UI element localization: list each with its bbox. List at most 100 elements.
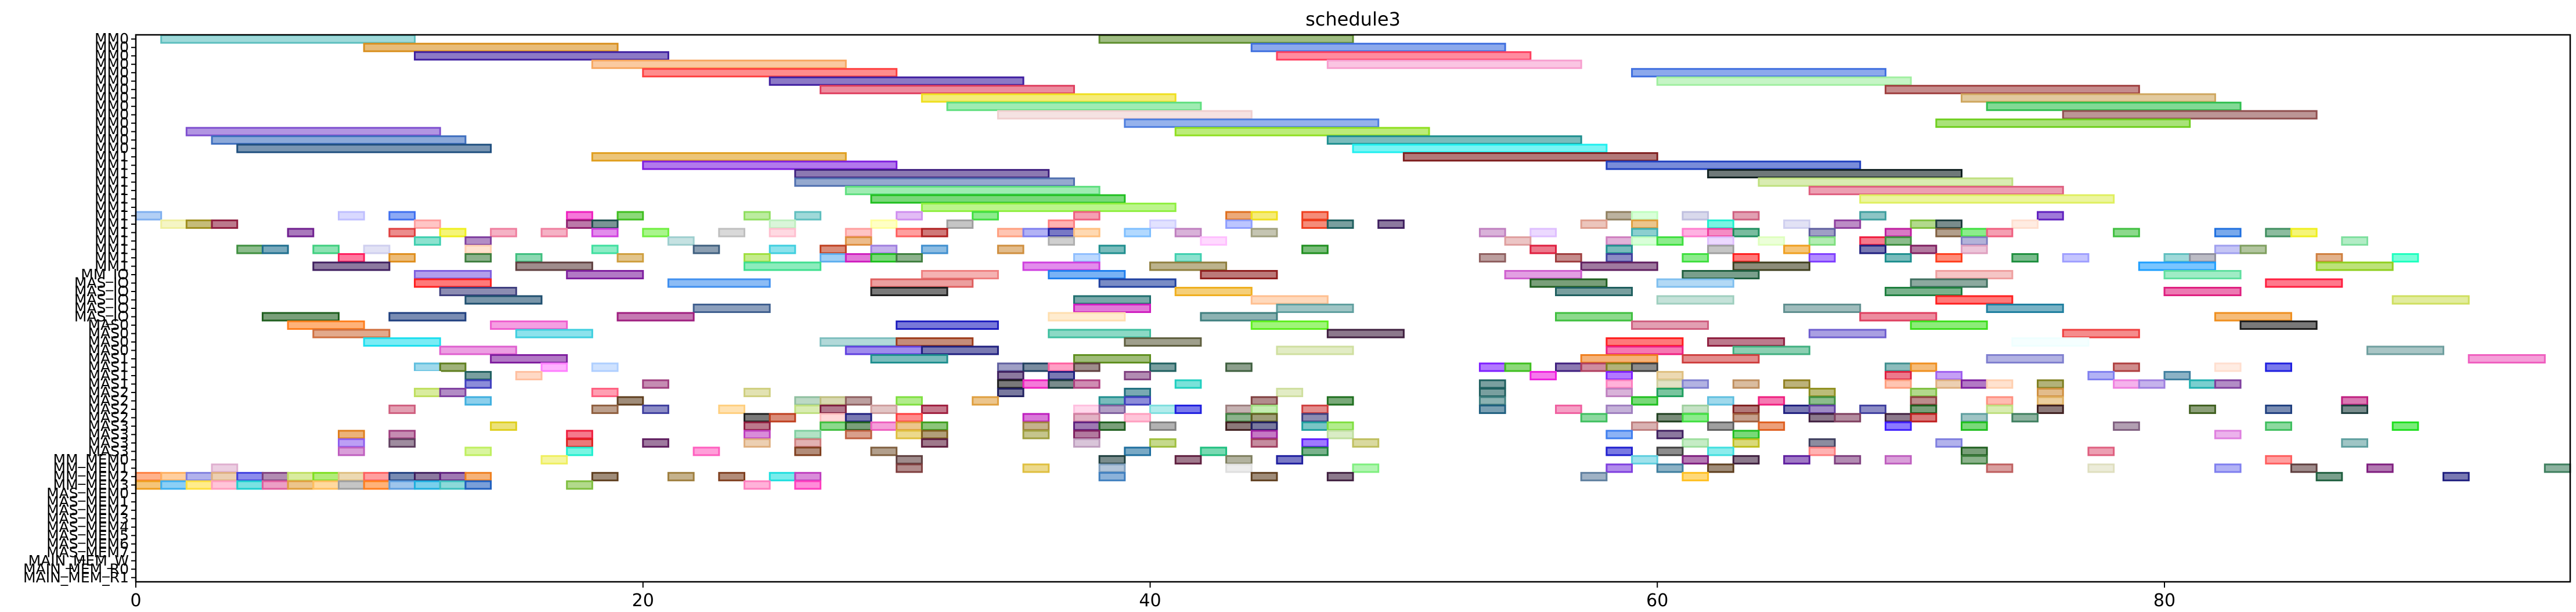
task-bar <box>997 387 1024 397</box>
task-bar <box>1580 413 1608 423</box>
task-bar <box>1631 396 1658 406</box>
task-bar <box>1250 404 1278 414</box>
task-bar <box>1656 76 1912 86</box>
task-bar <box>896 413 923 423</box>
task-bar <box>820 421 847 431</box>
task-bar <box>1935 228 1962 237</box>
x-tick-label: 60 <box>1646 591 1668 611</box>
task-bar <box>1935 253 1962 263</box>
task-bar <box>921 421 948 431</box>
task-bar <box>160 219 187 229</box>
task-bar <box>1606 430 1633 440</box>
task-bar <box>921 404 948 414</box>
task-bar <box>591 471 619 481</box>
y-tick-label: MAS_MEM4 <box>46 519 129 535</box>
y-tick-label: MAIN_MEM_R0 <box>23 560 129 577</box>
task-bar <box>870 354 948 363</box>
task-bar <box>439 228 467 237</box>
task-bar <box>1250 211 1278 221</box>
x-axis-ticks: 0 20 40 60 80 <box>130 582 2175 611</box>
task-bar <box>744 430 771 440</box>
y-tick-label: MM0 <box>95 64 129 81</box>
task-bar <box>642 68 898 78</box>
task-bar <box>540 455 568 465</box>
task-bar <box>1555 362 1582 372</box>
task-bar <box>1732 253 1760 263</box>
task-bar <box>464 471 492 481</box>
task-bar <box>2011 337 2090 347</box>
task-bar <box>414 370 441 380</box>
task-bar <box>1783 455 1810 465</box>
task-bar <box>591 404 619 414</box>
task-bar <box>1859 312 1938 322</box>
task-bar <box>1986 379 2014 389</box>
task-bar <box>591 228 619 237</box>
task-bar <box>1276 345 1354 355</box>
task-bar <box>1276 51 1532 61</box>
task-bar <box>1884 413 1912 423</box>
x-tick-label: 0 <box>130 591 141 611</box>
task-bar <box>1555 253 1582 263</box>
task-bar <box>1631 236 1658 246</box>
task-bar <box>388 228 416 237</box>
task-bar <box>2087 463 2115 473</box>
y-tick-label: MM0 <box>95 106 129 123</box>
task-bar <box>1124 447 1151 456</box>
task-bar <box>2239 244 2267 254</box>
task-bar <box>1149 421 1177 431</box>
task-bar <box>1732 455 1760 465</box>
task-bar <box>236 480 264 490</box>
task-bar <box>312 244 340 254</box>
task-bar <box>2163 270 2242 280</box>
task-bar <box>1935 219 1962 229</box>
task-bar <box>2214 244 2242 254</box>
y-tick-label: MAS_MEM3 <box>46 510 129 527</box>
task-bar <box>2087 370 2115 380</box>
task-bar <box>388 480 416 490</box>
task-bar <box>2366 463 2394 473</box>
task-bar <box>464 447 492 456</box>
task-bar <box>1301 219 1329 229</box>
task-bar <box>1910 362 1938 372</box>
task-bar <box>1326 329 1405 339</box>
task-bar <box>1682 253 1709 263</box>
task-bar <box>1073 413 1101 423</box>
task-bar <box>261 471 289 481</box>
task-bar <box>2315 261 2394 271</box>
task-bar <box>2113 228 2140 237</box>
task-bar <box>1961 244 1988 254</box>
task-bar <box>769 219 796 229</box>
task-bar <box>642 160 898 170</box>
task-bar <box>490 354 568 363</box>
task-bar <box>135 480 163 490</box>
task-bar <box>2214 379 2242 389</box>
task-bar <box>2011 219 2039 229</box>
y-tick-label: MAS2 <box>88 384 129 401</box>
task-bar <box>718 471 745 481</box>
task-bar <box>464 370 492 380</box>
task-bar <box>1961 447 1988 456</box>
task-bar <box>2214 362 2242 372</box>
task-bar <box>1022 430 1050 440</box>
task-bar <box>363 480 391 490</box>
task-bar <box>1758 396 1785 406</box>
task-bar <box>135 471 163 481</box>
task-bar <box>363 244 391 254</box>
task-bar <box>692 244 720 254</box>
y-tick-label: MM0 <box>95 131 129 148</box>
task-bar <box>1098 404 1126 414</box>
task-bar <box>591 244 619 254</box>
task-bar <box>769 413 796 423</box>
task-bar <box>591 59 847 69</box>
task-bar <box>1048 362 1075 372</box>
task-bar <box>261 244 289 254</box>
task-bar <box>1682 228 1709 237</box>
task-bar <box>744 480 771 490</box>
y-tick-label: MAS_MEM6 <box>46 535 129 552</box>
task-bar <box>566 211 593 221</box>
y-tick-label: MM1 <box>95 165 129 182</box>
task-bar <box>1656 447 1684 456</box>
task-bar <box>1098 396 1126 406</box>
task-bar <box>2087 447 2115 456</box>
task-bar <box>1682 379 1709 389</box>
